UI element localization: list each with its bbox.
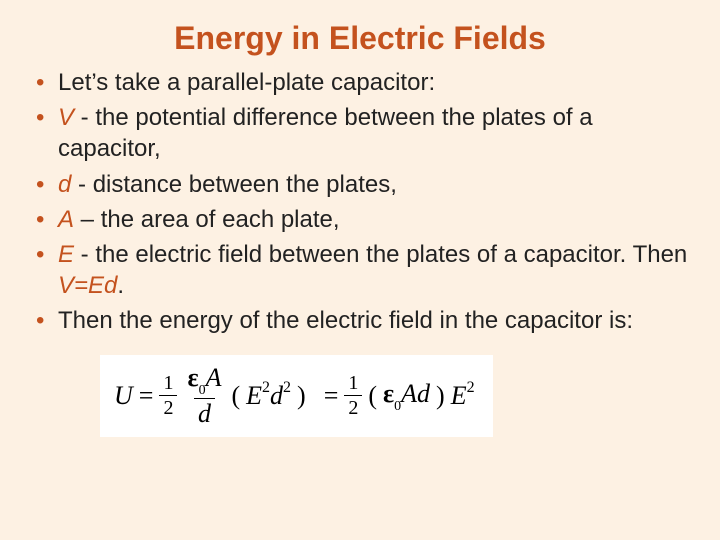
bullet-symbol: A	[58, 206, 74, 233]
bullet-list: Let’s take a parallel-plate capacitor: V…	[30, 67, 690, 337]
eq-paren-open: (	[231, 381, 240, 411]
eq-d: d	[270, 381, 283, 410]
frac-den: 2	[159, 395, 177, 418]
slide-title: Energy in Electric Fields	[30, 20, 690, 57]
bullet-item: Then the energy of the electric field in…	[30, 305, 690, 336]
eq-A: A	[206, 363, 222, 392]
bullet-item: d - distance between the plates,	[30, 169, 690, 200]
eq-half: 1 2	[159, 373, 177, 418]
eq-paren-close: )	[297, 381, 306, 411]
eq-equals: =	[139, 381, 154, 411]
bullet-item: V - the potential difference between the…	[30, 102, 690, 164]
eq-equals: =	[324, 381, 339, 411]
frac-num: ε0A	[183, 365, 225, 398]
slide: Energy in Electric Fields Let’s take a p…	[0, 0, 720, 540]
bullet-tail-symbol: V=Ed	[58, 272, 117, 299]
frac-den: 2	[344, 395, 362, 418]
bullet-item: A – the area of each plate,	[30, 204, 690, 235]
eq-E2d2: E2d2	[246, 381, 291, 411]
bullet-text: - the electric field between the plates …	[74, 241, 687, 268]
bullet-text: Then the energy of the electric field in…	[58, 307, 633, 334]
bullet-text: Let’s take a parallel-plate capacitor:	[58, 69, 435, 96]
eq-E2: E2	[451, 381, 475, 411]
eq-paren2-close: )	[436, 381, 445, 411]
eq-sq: 2	[262, 379, 270, 396]
bullet-text: – the area of each plate,	[74, 206, 340, 233]
eq-sq: 2	[467, 379, 475, 396]
eq-epsilon-sub: 0	[199, 383, 206, 398]
eq-epsilon-sub: 0	[394, 399, 401, 414]
bullet-symbol: E	[58, 241, 74, 268]
bullet-tail-after: .	[117, 272, 124, 299]
eq-epsilon: ε	[383, 379, 394, 408]
eq-Ad: Ad	[401, 379, 430, 408]
eq-sq: 2	[283, 379, 291, 396]
eq-E: E	[246, 381, 262, 410]
frac-num: 1	[159, 373, 177, 395]
eq-half2: 1 2	[344, 373, 362, 418]
bullet-item: E - the electric field between the plate…	[30, 239, 690, 301]
bullet-item: Let’s take a parallel-plate capacitor:	[30, 67, 690, 98]
eq-epsA-over-d: ε0A d	[183, 365, 225, 427]
bullet-text: - the potential difference between the p…	[58, 104, 593, 162]
eq-E: E	[451, 381, 467, 410]
equation-box: U = 1 2 ε0A d ( E2d2 ) = 1 2 (	[100, 355, 493, 437]
bullet-symbol: d	[58, 171, 71, 198]
eq-paren2-open: (	[368, 381, 377, 411]
eq-lhs: U	[114, 381, 133, 411]
frac-num: 1	[344, 373, 362, 395]
bullet-symbol: V	[58, 104, 74, 131]
frac-den: d	[194, 398, 215, 427]
eq-epsilon: ε	[187, 363, 198, 392]
eq-eps0Ad: ε0Ad	[383, 379, 430, 413]
equation: U = 1 2 ε0A d ( E2d2 ) = 1 2 (	[114, 365, 475, 427]
bullet-text: - distance between the plates,	[71, 171, 397, 198]
